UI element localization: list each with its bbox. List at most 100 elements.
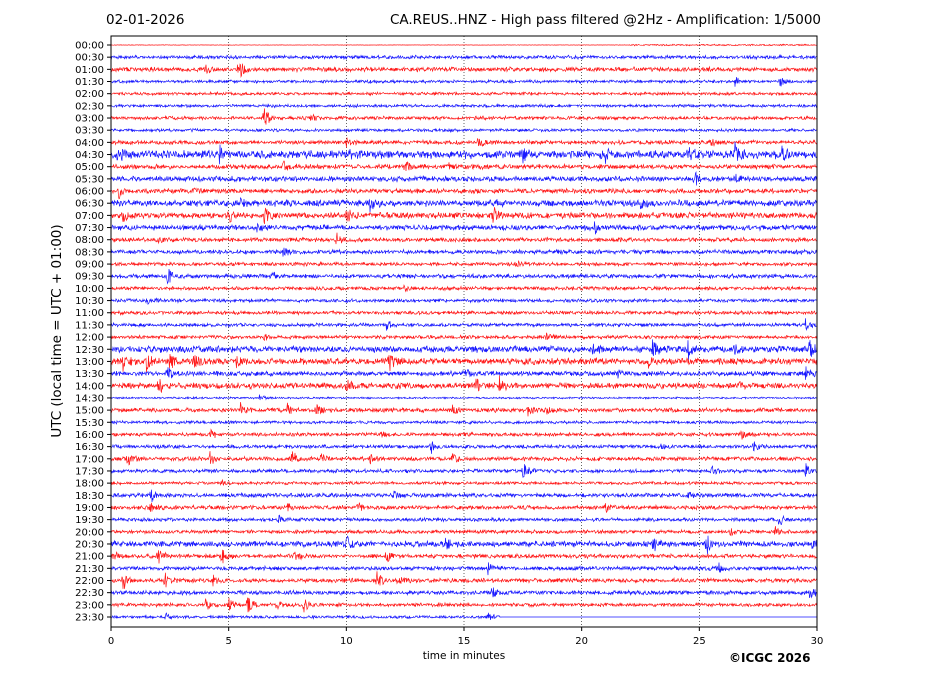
y-tick-label: 08:00: [75, 235, 104, 246]
trace-2200: [110, 571, 818, 589]
chart-title: CA.REUS..HNZ - High pass filtered @2Hz -…: [389, 12, 821, 28]
y-tick-label: 17:30: [75, 466, 104, 477]
y-tick-label: 21:30: [75, 564, 104, 575]
trace-1630: [110, 441, 818, 454]
x-tick-label: 25: [693, 636, 706, 647]
y-tick-label: 06:00: [75, 187, 104, 198]
y-tick-label: 01:30: [75, 77, 104, 88]
y-tick-label: 12:30: [75, 345, 104, 356]
trace-2000: [110, 526, 818, 537]
y-tick-label: 00:30: [75, 53, 104, 64]
y-tick-label: 23:30: [75, 613, 104, 624]
trace-0730: [110, 221, 818, 235]
copyright-credit: ©ICGC 2026: [729, 651, 811, 665]
trace-0030: [110, 54, 818, 61]
y-tick-label: 14:00: [75, 381, 104, 392]
y-tick-label: 16:30: [75, 442, 104, 453]
trace-2030: [110, 535, 818, 555]
y-tick-label: 14:30: [75, 393, 104, 404]
y-tick-label: 16:00: [75, 430, 104, 441]
y-tick-label: 15:00: [75, 406, 104, 417]
trace-1830: [110, 489, 818, 503]
y-tick-label: 20:00: [75, 527, 104, 538]
trace-1530: [110, 419, 818, 426]
trace-1700: [110, 451, 818, 466]
y-tick-label: 09:00: [75, 260, 104, 271]
y-tick-label: 13:30: [75, 369, 104, 380]
y-tick-label: 05:30: [75, 174, 104, 185]
y-tick-label: 08:30: [75, 247, 104, 258]
trace-1730: [110, 463, 818, 478]
trace-1000: [110, 284, 818, 293]
trace-0230: [110, 103, 818, 109]
x-tick-label: 20: [575, 636, 588, 647]
trace-0830: [110, 247, 818, 257]
y-tick-label: 21:00: [75, 552, 104, 563]
trace-1430: [110, 394, 818, 401]
y-tick-label: 07:30: [75, 223, 104, 234]
trace-0700: [110, 207, 818, 224]
y-tick-label: 07:00: [75, 211, 104, 222]
trace-0430: [110, 141, 818, 165]
trace-0630: [110, 197, 818, 213]
y-tick-label: 05:00: [75, 162, 104, 173]
y-tick-label: 18:00: [75, 479, 104, 490]
trace-2300: [110, 597, 818, 613]
trace-1600: [110, 428, 818, 440]
x-tick-label: 0: [108, 636, 114, 647]
trace-0100: [110, 63, 818, 78]
trace-1230: [110, 339, 818, 360]
y-tick-label: 02:30: [75, 101, 104, 112]
y-tick-label: 23:00: [75, 600, 104, 611]
y-tick-label: 03:00: [75, 114, 104, 125]
y-tick-label: 22:00: [75, 576, 104, 587]
y-tick-label: 19:00: [75, 503, 104, 514]
plot-frame: [110, 35, 818, 628]
y-tick-label: 17:00: [75, 454, 104, 465]
x-tick-label: 15: [458, 636, 471, 647]
trace-2230: [110, 587, 818, 599]
y-tick-label: 12:00: [75, 333, 104, 344]
trace-1900: [110, 502, 818, 514]
y-tick-label: 04:00: [75, 138, 104, 149]
trace-1030: [110, 297, 817, 305]
trace-1500: [110, 402, 818, 417]
trace-2100: [110, 549, 818, 564]
y-tick-label: 15:30: [75, 418, 104, 429]
y-tick-label: 20:30: [75, 539, 104, 550]
y-tick-label: 02:00: [75, 89, 104, 100]
x-axis-label: time in minutes: [422, 650, 506, 662]
trace-0800: [110, 232, 818, 245]
trace-0500: [110, 160, 818, 172]
trace-0130: [110, 77, 818, 87]
trace-1930: [110, 514, 818, 525]
y-tick-label: 13:00: [75, 357, 104, 368]
x-tick-label: 5: [225, 636, 231, 647]
y-tick-label: 22:30: [75, 588, 104, 599]
y-tick-label: 11:30: [75, 320, 104, 331]
y-tick-label: 00:00: [75, 41, 104, 52]
y-tick-label: 10:30: [75, 296, 104, 307]
trace-0400: [110, 137, 818, 148]
trace-0900: [110, 260, 818, 268]
y-tick-label: 11:00: [75, 308, 104, 319]
y-tick-label: 06:30: [75, 199, 104, 210]
trace-0200: [110, 90, 818, 97]
x-tick-label: 30: [811, 636, 824, 647]
trace-1800: [110, 478, 818, 486]
y-tick-label: 03:30: [75, 126, 104, 137]
y-tick-label: 09:30: [75, 272, 104, 283]
trace-0300: [110, 108, 818, 125]
trace-2330: [110, 612, 817, 621]
y-tick-label: 18:30: [75, 491, 104, 502]
trace-2130: [110, 562, 818, 576]
trace-0530: [110, 171, 818, 186]
trace-1130: [110, 318, 818, 331]
trace-1300: [110, 353, 818, 373]
trace-0930: [110, 268, 818, 285]
y-tick-label: 01:00: [75, 65, 104, 76]
trace-0330: [110, 127, 818, 134]
trace-1330: [110, 366, 818, 380]
trace-0600: [110, 187, 818, 200]
